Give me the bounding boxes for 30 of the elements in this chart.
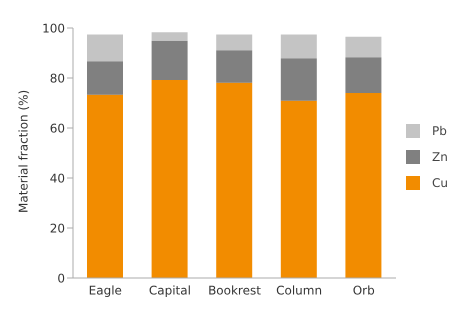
bar — [345, 57, 382, 93]
bar — [280, 58, 317, 101]
bar — [216, 34, 252, 50]
x-tick-label: Column — [276, 284, 322, 298]
bar — [152, 40, 188, 80]
bar — [345, 36, 382, 58]
bar — [87, 34, 123, 62]
x-tick-label: Eagle — [88, 284, 122, 298]
legend-label: Zn — [432, 150, 448, 164]
y-axis-title: Material fraction (%) — [16, 90, 30, 213]
bar — [152, 80, 188, 278]
bar — [345, 93, 382, 278]
y-tick-label: 60 — [50, 121, 65, 136]
x-tick-label: Bookrest — [208, 284, 262, 298]
x-tick-label: Capital — [148, 284, 191, 298]
bar — [87, 62, 123, 95]
bar — [87, 94, 123, 278]
y-tick-label: 100 — [42, 21, 65, 36]
y-tick-label: 80 — [50, 71, 65, 86]
bar — [280, 100, 317, 278]
legend-label: Pb — [432, 124, 447, 138]
y-tick-label: 0 — [57, 271, 65, 286]
legend-label: Cu — [432, 176, 448, 190]
x-tick-label: Orb — [352, 284, 375, 298]
bar — [280, 34, 317, 58]
y-tick-label: 20 — [50, 221, 65, 236]
bar — [216, 50, 252, 83]
bar — [216, 82, 252, 278]
y-tick-label: 40 — [50, 171, 65, 186]
bar — [152, 32, 188, 41]
